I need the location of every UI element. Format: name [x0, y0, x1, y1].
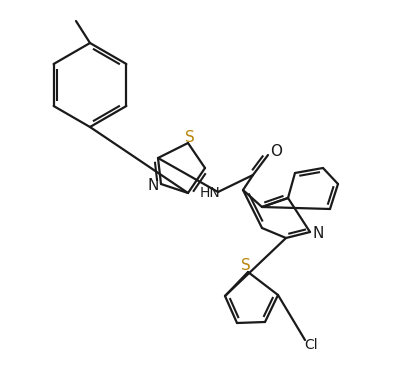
Text: O: O: [270, 144, 282, 160]
Text: S: S: [185, 129, 195, 144]
Text: N: N: [312, 227, 324, 242]
Text: Cl: Cl: [304, 338, 318, 352]
Text: HN: HN: [199, 186, 220, 200]
Text: S: S: [241, 257, 251, 273]
Text: N: N: [147, 178, 159, 194]
